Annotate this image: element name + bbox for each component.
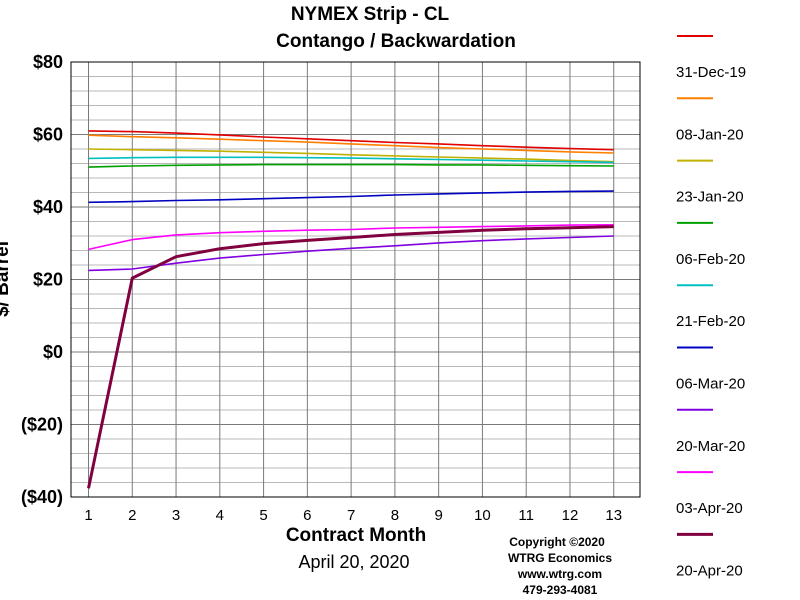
legend-label: 20-Mar-20 xyxy=(676,438,745,455)
x-tick-label: 11 xyxy=(518,507,534,524)
y-tick-label: $40 xyxy=(33,197,63,217)
series-line xyxy=(88,156,614,164)
credit-company: WTRG Economics xyxy=(508,551,612,565)
legend-label: 03-Apr-20 xyxy=(676,500,743,517)
x-tick-label: 12 xyxy=(562,507,579,524)
x-tick-label: 8 xyxy=(391,507,399,524)
series-lines xyxy=(87,130,614,489)
series-line xyxy=(88,190,614,204)
series-line xyxy=(88,224,614,251)
legend-label: 06-Mar-20 xyxy=(676,376,745,393)
y-tick-label: ($20) xyxy=(21,415,63,435)
series-line xyxy=(88,235,614,272)
legend-label: 23-Jan-20 xyxy=(676,189,744,206)
legend: 31-Dec-19 08-Jan-20 23-Jan-20 06-Feb-20 21-F… xyxy=(676,35,746,579)
series-line xyxy=(88,130,614,151)
x-tick-label: 3 xyxy=(172,507,180,524)
y-tick-label: $60 xyxy=(33,125,63,145)
x-tick-label: 9 xyxy=(434,507,442,524)
y-axis-label: $/ Barrel xyxy=(0,241,13,317)
legend-label: 06-Feb-20 xyxy=(676,251,745,268)
y-tick-label: $20 xyxy=(33,270,63,290)
legend-label: 21-Feb-20 xyxy=(676,313,745,330)
series-line xyxy=(88,134,614,154)
x-tick-label: 5 xyxy=(259,507,267,524)
chart-title: NYMEX Strip - CL xyxy=(291,4,450,25)
series-line xyxy=(87,225,614,489)
credits: Copyright ©2020 WTRG Economics www.wtrg.… xyxy=(508,535,612,597)
grid-major xyxy=(71,61,640,498)
x-tick-label: 7 xyxy=(347,507,355,524)
date-label: April 20, 2020 xyxy=(298,552,409,572)
y-axis-ticks: $80 $60 $40 $20 $0 ($20) ($40) xyxy=(21,52,63,507)
y-tick-label: $80 xyxy=(33,52,63,72)
x-axis-ticks: 1 2 3 4 5 6 7 8 9 10 11 12 13 xyxy=(84,507,622,524)
grid-minor xyxy=(71,76,640,483)
x-tick-label: 10 xyxy=(474,507,491,524)
x-tick-label: 1 xyxy=(84,507,92,524)
series-line xyxy=(88,148,614,163)
series-line xyxy=(88,163,614,168)
y-tick-label: $0 xyxy=(43,342,63,362)
legend-label: 31-Dec-19 xyxy=(676,64,746,81)
credit-phone: 479-293-4081 xyxy=(523,583,598,597)
x-tick-label: 13 xyxy=(605,507,622,524)
plot-frame xyxy=(70,61,641,498)
legend-label: 08-Jan-20 xyxy=(676,126,744,143)
legend-label: 20-Apr-20 xyxy=(676,562,743,579)
credit-website: www.wtrg.com xyxy=(517,567,602,581)
x-tick-label: 6 xyxy=(303,507,311,524)
x-tick-label: 2 xyxy=(128,507,136,524)
y-tick-label: ($40) xyxy=(21,487,63,507)
chart-subtitle: Contango / Backwardation xyxy=(276,31,516,52)
credit-copyright: Copyright ©2020 xyxy=(509,535,605,549)
x-tick-label: 4 xyxy=(216,507,224,524)
x-axis-label: Contract Month xyxy=(286,525,426,546)
